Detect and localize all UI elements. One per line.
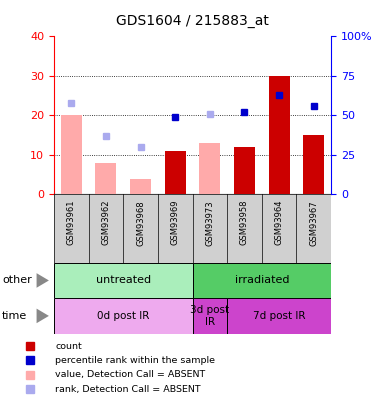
Text: untreated: untreated [95, 275, 151, 286]
Bar [192, 263, 331, 298]
Bar [227, 298, 331, 334]
Bar [234, 147, 255, 194]
Text: time: time [2, 311, 27, 321]
Text: 7d post IR: 7d post IR [253, 311, 305, 321]
Text: GSM93962: GSM93962 [101, 200, 110, 245]
Bar [165, 151, 186, 194]
Text: GSM93967: GSM93967 [309, 200, 318, 245]
Text: percentile rank within the sample: percentile rank within the sample [55, 356, 215, 365]
Text: GSM93973: GSM93973 [205, 200, 214, 245]
Bar [269, 76, 290, 194]
Text: GSM93968: GSM93968 [136, 200, 145, 245]
Text: GSM93969: GSM93969 [171, 200, 180, 245]
Text: GSM93964: GSM93964 [275, 200, 284, 245]
Bar [130, 179, 151, 194]
Bar [303, 135, 324, 194]
Bar [61, 115, 82, 194]
Text: rank, Detection Call = ABSENT: rank, Detection Call = ABSENT [55, 384, 201, 394]
Text: 0d post IR: 0d post IR [97, 311, 149, 321]
Bar [95, 163, 116, 194]
Text: value, Detection Call = ABSENT: value, Detection Call = ABSENT [55, 370, 205, 379]
Polygon shape [37, 273, 49, 288]
Text: count: count [55, 342, 82, 351]
Bar [54, 263, 192, 298]
Text: other: other [2, 275, 32, 286]
Text: GSM93958: GSM93958 [240, 200, 249, 245]
Text: irradiated: irradiated [234, 275, 289, 286]
Bar [54, 298, 192, 334]
Bar [192, 298, 227, 334]
Bar [199, 143, 220, 194]
Polygon shape [37, 309, 49, 323]
Text: GDS1604 / 215883_at: GDS1604 / 215883_at [116, 14, 269, 28]
Text: 3d post
IR: 3d post IR [190, 305, 229, 327]
Text: GSM93961: GSM93961 [67, 200, 76, 245]
